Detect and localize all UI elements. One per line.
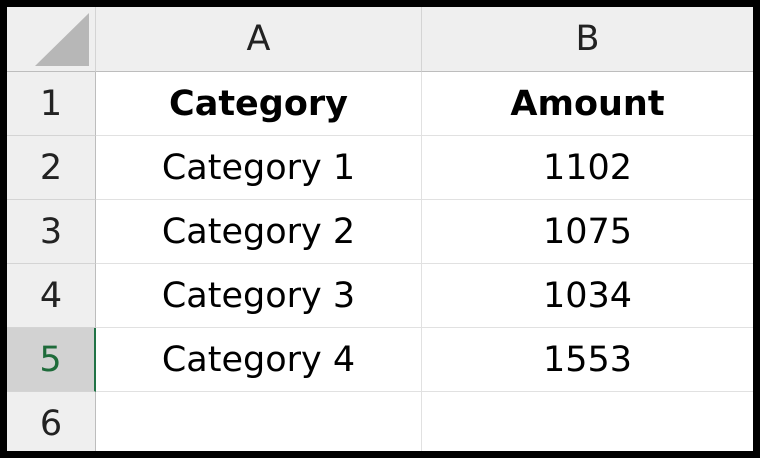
row-header-4[interactable]: 4 [7,264,96,328]
row-header-3[interactable]: 3 [7,200,96,264]
row-header-5[interactable]: 5 [7,328,96,392]
cell-a3[interactable]: Category 2 [96,200,422,264]
spreadsheet-grid: A B 1 2 3 4 5 6 Category Amount Category… [7,7,753,451]
cell-b2[interactable]: 1102 [422,136,753,200]
row-header-6[interactable]: 6 [7,392,96,451]
cell-a1[interactable]: Category [96,72,422,136]
row-header-2[interactable]: 2 [7,136,96,200]
cell-b5[interactable]: 1553 [422,328,753,392]
cell-a6[interactable] [96,392,422,451]
cell-b1[interactable]: Amount [422,72,753,136]
cell-b4[interactable]: 1034 [422,264,753,328]
row-header-1[interactable]: 1 [7,72,96,136]
cell-a5[interactable]: Category 4 [96,328,422,392]
select-all-triangle-icon [35,13,89,66]
cell-b3[interactable]: 1075 [422,200,753,264]
cell-a2[interactable]: Category 1 [96,136,422,200]
select-all-button[interactable] [7,7,96,72]
column-header-b[interactable]: B [422,7,753,72]
column-header-a[interactable]: A [96,7,422,72]
cell-a4[interactable]: Category 3 [96,264,422,328]
cell-b6[interactable] [422,392,753,451]
